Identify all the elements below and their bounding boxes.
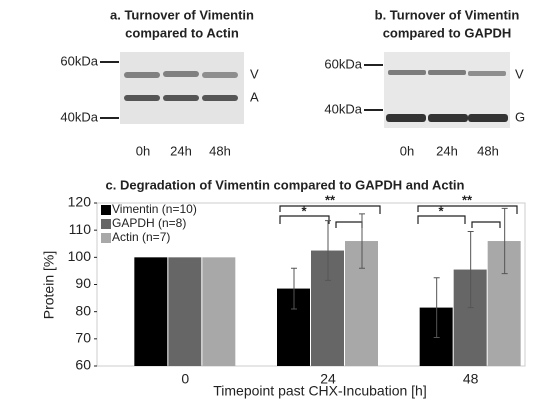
x-tick-label: 48 bbox=[463, 371, 479, 387]
panel-title: b. Turnover of Vimentin bbox=[375, 7, 520, 22]
legend-label: Vimentin (n=10) bbox=[112, 202, 197, 216]
marker-label: 40kDa bbox=[60, 109, 98, 124]
marker-label: 60kDa bbox=[324, 56, 362, 71]
bar bbox=[202, 257, 236, 366]
band-label: V bbox=[515, 66, 524, 81]
significance-label: * bbox=[301, 203, 307, 218]
chart-title: c. Degradation of Vimentin compared to G… bbox=[106, 177, 465, 192]
error-bar bbox=[359, 213, 365, 269]
error-bar bbox=[501, 207, 508, 275]
marker-lines bbox=[100, 61, 383, 119]
x-tick-label: 0 bbox=[181, 371, 189, 387]
panel-title: compared to GAPDH bbox=[383, 25, 512, 40]
legend-swatch bbox=[101, 219, 111, 229]
y-tick-label: 90 bbox=[75, 275, 91, 291]
significance-brackets bbox=[279, 205, 518, 228]
y-tick-label: 80 bbox=[75, 302, 91, 318]
x-tick-label: 24 bbox=[320, 371, 336, 387]
significance-label: ** bbox=[325, 192, 336, 207]
bar bbox=[168, 257, 202, 366]
legend-label: GAPDH (n=8) bbox=[112, 216, 186, 230]
blot-a bbox=[120, 52, 244, 124]
significance-label: * bbox=[438, 203, 444, 218]
lane-label: 24h bbox=[436, 143, 458, 158]
lane-label: 0h bbox=[400, 143, 414, 158]
y-tick-label: 100 bbox=[68, 248, 92, 264]
band-label: V bbox=[250, 66, 259, 81]
blot-a-bands bbox=[124, 71, 238, 101]
bar bbox=[134, 257, 168, 366]
band-label: A bbox=[250, 89, 259, 104]
legend-label: Actin (n=7) bbox=[112, 230, 170, 244]
marker-label: 60kDa bbox=[60, 53, 98, 68]
error-bar bbox=[467, 231, 474, 309]
marker-label: 40kDa bbox=[324, 101, 362, 116]
y-tick-label: 60 bbox=[75, 357, 91, 373]
error-bar bbox=[325, 220, 331, 281]
y-tick-label: 110 bbox=[69, 221, 92, 237]
lane-label: 24h bbox=[170, 143, 192, 158]
significance-label: ** bbox=[462, 192, 473, 207]
legend-swatch bbox=[101, 205, 111, 215]
panel-title: a. Turnover of Vimentin bbox=[110, 7, 254, 22]
panel-title: compared to Actin bbox=[125, 25, 239, 40]
y-tick-label: 70 bbox=[75, 330, 91, 346]
blot-b-bands bbox=[386, 70, 508, 122]
error-bar bbox=[433, 277, 440, 338]
band-label: G bbox=[515, 109, 525, 124]
legend-swatch bbox=[101, 233, 111, 243]
error-bar bbox=[291, 267, 297, 310]
y-axis-label: Protein [%] bbox=[41, 251, 57, 319]
lane-label: 0h bbox=[136, 143, 150, 158]
bar bbox=[487, 241, 521, 366]
lane-label: 48h bbox=[209, 143, 231, 158]
x-axis-label: Timepoint past CHX-Incubation [h] bbox=[213, 383, 426, 399]
lane-label: 48h bbox=[477, 143, 499, 158]
y-tick-label: 120 bbox=[68, 194, 92, 210]
